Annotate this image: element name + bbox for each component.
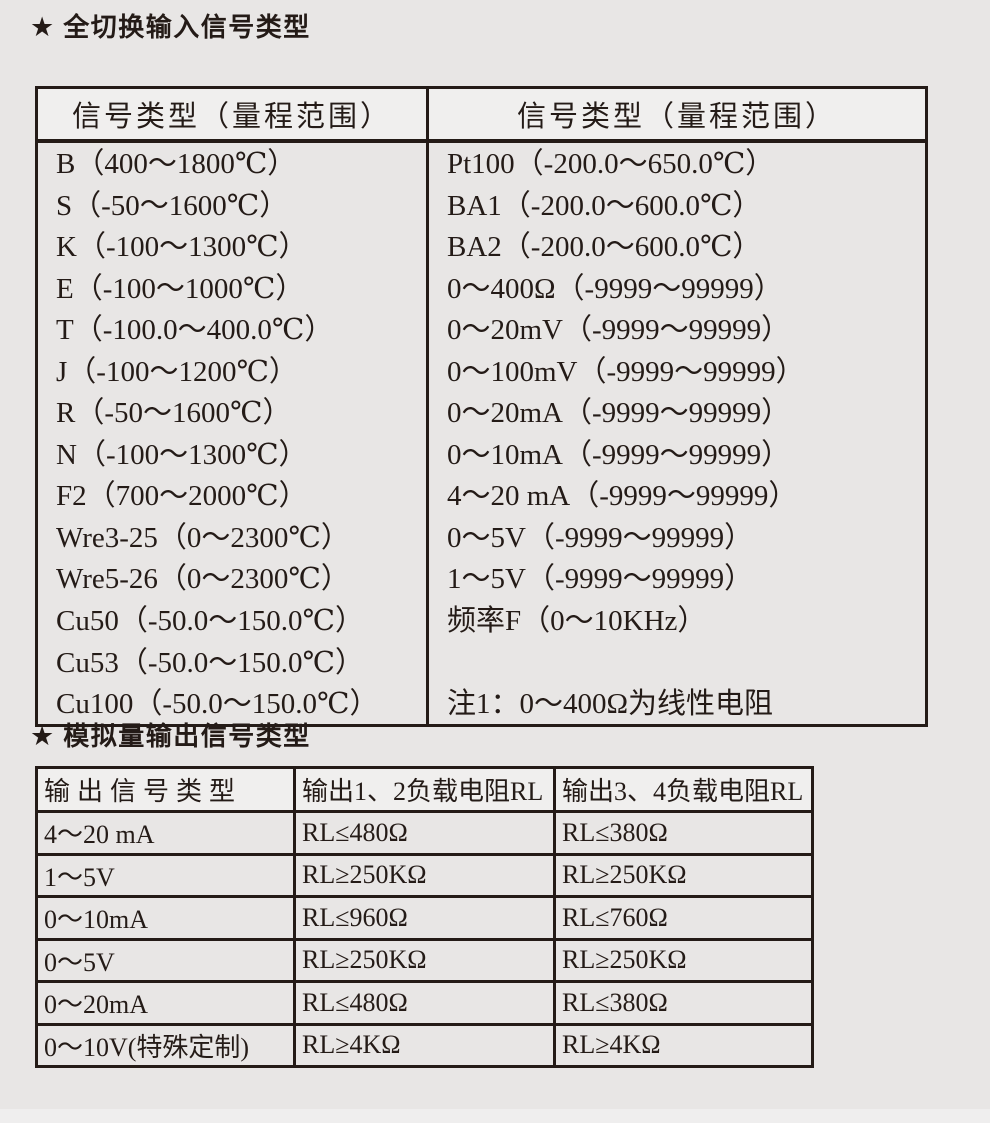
input-table-body: B（400～1800℃） S（-50～1600℃） K（-100～1300℃） E（-…	[38, 143, 925, 724]
output-table-cell: 0～20mA	[35, 980, 296, 1026]
output-table-cell: RL≤380Ω	[553, 810, 814, 856]
input-table-left-column: B（400～1800℃） S（-50～1600℃） K（-100～1300℃） E（-…	[38, 143, 429, 724]
input-signal-item: 0～100mV（-9999～99999）	[447, 355, 805, 388]
input-signal-item: T（-100.0～400.0℃）	[56, 314, 334, 347]
input-table-header-row: 信号类型（量程范围） 信号类型（量程范围）	[38, 89, 925, 143]
input-signal-item: S（-50～1600℃）	[56, 189, 289, 222]
output-table-row: 0～20mA RL≤480Ω RL≤380Ω	[35, 980, 814, 1026]
star-icon: ★	[30, 12, 55, 42]
input-signal-item: Cu53（-50.0～150.0℃）	[56, 646, 364, 679]
output-table-row: 0～5V RL≥250KΩ RL≥250KΩ	[35, 937, 814, 983]
input-signal-item: BA1（-200.0～600.0℃）	[447, 189, 762, 222]
input-signal-item: F2（700～2000℃）	[56, 480, 308, 513]
output-table-row: 0～10mA RL≤960Ω RL≤760Ω	[35, 895, 814, 941]
input-signal-item: 1～5V（-9999～99999）	[447, 563, 754, 596]
output-table-cell: RL≥4KΩ	[293, 1022, 556, 1068]
input-table-header-left: 信号类型（量程范围）	[38, 89, 429, 139]
output-table-header-load-rl-1-2: 输出1、2负载电阻RL	[293, 766, 556, 813]
output-table-cell: RL≤380Ω	[553, 980, 814, 1026]
input-signal-item: Wre3-25（0～2300℃）	[56, 521, 350, 554]
output-table-row: 1～5V RL≥250KΩ RL≥250KΩ	[35, 852, 814, 898]
output-table-cell: RL≥4KΩ	[553, 1022, 814, 1068]
output-table-header-load-rl-3-4: 输出3、4负载电阻RL	[553, 766, 814, 813]
output-table-body: 4～20 mA RL≤480Ω RL≤380Ω 1～5V RL≥250KΩ RL≥250K…	[35, 810, 814, 1068]
output-table-cell: 0～10V(特殊定制)	[35, 1022, 296, 1068]
input-signal-item: Cu50（-50.0～150.0℃）	[56, 605, 364, 638]
input-signal-item: B（400～1800℃）	[56, 148, 297, 181]
input-signal-item: N（-100～1300℃）	[56, 438, 308, 471]
input-signal-item: 频率F（0～10KHz）	[447, 605, 707, 638]
output-table-header-row: 输出信号类型 输出1、2负载电阻RL 输出3、4负载电阻RL	[35, 766, 814, 813]
output-table-cell: 0～5V	[35, 937, 296, 983]
output-table-row: 0～10V(特殊定制) RL≥4KΩ RL≥4KΩ	[35, 1022, 814, 1068]
input-signal-item: 0～20mV（-9999～99999）	[447, 314, 791, 347]
output-table-cell: RL≥250KΩ	[293, 937, 556, 983]
output-table-cell: 1～5V	[35, 852, 296, 898]
output-table-cell: RL≥250KΩ	[553, 852, 814, 898]
input-signal-item: 0～5V（-9999～99999）	[447, 521, 754, 554]
linear-resistance-note: 注1：0～400Ω为线性电阻	[447, 688, 774, 721]
output-table-cell: 0～10mA	[35, 895, 296, 941]
output-table-row: 4～20 mA RL≤480Ω RL≤380Ω	[35, 810, 814, 856]
section-input-title: ★ 全切换输入信号类型	[30, 7, 311, 44]
output-table-cell: RL≤760Ω	[553, 895, 814, 941]
input-table-right-column: 注1：0～400Ω为线性电阻 Pt100（-200.0～650.0℃） BA1（-…	[429, 143, 925, 724]
bottom-strip	[0, 1109, 990, 1123]
input-signal-item: 4～20 mA（-9999～99999）	[447, 480, 798, 513]
input-signal-item: K（-100～1300℃）	[56, 231, 308, 264]
input-signal-item: Pt100（-200.0～650.0℃）	[447, 148, 775, 181]
input-signal-item: R（-50～1600℃）	[56, 397, 292, 430]
input-signal-item: Wre5-26（0～2300℃）	[56, 563, 350, 596]
output-table-cell: RL≥250KΩ	[293, 852, 556, 898]
input-signal-item: 0～10mA（-9999～99999）	[447, 438, 791, 471]
input-signal-item: Cu100（-50.0～150.0℃）	[56, 688, 379, 721]
output-table-cell: RL≥250KΩ	[553, 937, 814, 983]
section-input-title-text: 全切换输入信号类型	[63, 12, 311, 42]
input-table-header-right: 信号类型（量程范围）	[516, 101, 837, 133]
input-signal-item: 0～400Ω（-9999～99999）	[447, 272, 783, 305]
input-signal-table: 信号类型（量程范围） 信号类型（量程范围） B（400～1800℃） S（-50～…	[35, 86, 928, 727]
input-signal-item: E（-100～1000℃）	[56, 272, 305, 305]
input-signal-item: 0～20mA（-9999～99999）	[447, 397, 791, 430]
output-table-cell: 4～20 mA	[35, 810, 296, 856]
output-table-cell: RL≤960Ω	[293, 895, 556, 941]
output-table-cell: RL≤480Ω	[293, 980, 556, 1026]
output-table-header-type: 输出信号类型	[35, 766, 296, 813]
output-table-cell: RL≤480Ω	[293, 810, 556, 856]
input-signal-item: BA2（-200.0～600.0℃）	[447, 231, 762, 264]
input-signal-item: J（-100～1200℃）	[56, 355, 298, 388]
output-signal-table: 输出信号类型 输出1、2负载电阻RL 输出3、4负载电阻RL 4～20 mA RL…	[35, 766, 814, 1068]
